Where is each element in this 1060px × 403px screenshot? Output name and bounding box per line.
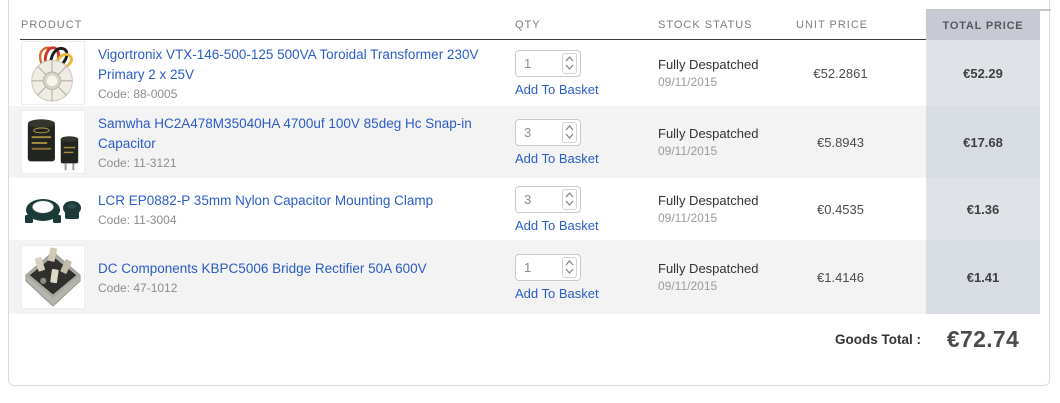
product-thumbnail[interactable] — [21, 41, 85, 105]
product-link[interactable]: Vigortronix VTX-146-500-125 500VA Toroid… — [98, 46, 479, 82]
add-to-basket-link[interactable]: Add To Basket — [515, 217, 599, 233]
product-info: Vigortronix VTX-146-500-125 500VA Toroid… — [98, 45, 515, 101]
product-thumbnail[interactable] — [21, 245, 85, 309]
spacer-cell — [885, 240, 926, 314]
chevron-up-icon[interactable] — [565, 124, 574, 131]
spacer-cell — [885, 40, 926, 106]
stock-date: 09/11/2015 — [658, 211, 718, 225]
stock-status-cell: Fully Despatched 09/11/2015 — [650, 40, 796, 106]
qty-cell: Add To Basket — [515, 40, 650, 106]
spinner-buttons[interactable] — [562, 121, 577, 143]
product-code: Code: 11-3121 — [98, 156, 177, 171]
order-items-table: PRODUCT QTY STOCK STATUS UNIT PRICE TOTA… — [9, 0, 1040, 364]
spacer-cell — [885, 106, 926, 178]
total-price: €17.68 — [926, 106, 1040, 178]
quantity-input[interactable] — [524, 55, 556, 71]
unit-price: €1.4146 — [817, 269, 864, 285]
toroidal-transformer-image — [31, 46, 73, 102]
spinner-buttons[interactable] — [562, 256, 577, 278]
quantity-input[interactable] — [524, 259, 556, 275]
goods-total-value: €72.74 — [946, 325, 1020, 352]
stock-status-cell: Fully Despatched 09/11/2015 — [650, 240, 796, 314]
column-header-spacer — [885, 0, 926, 40]
stock-status-cell: Fully Despatched 09/11/2015 — [650, 106, 796, 178]
add-to-basket-link[interactable]: Add To Basket — [515, 150, 599, 166]
total-price: €1.41 — [926, 240, 1040, 314]
product-thumbnail[interactable] — [21, 186, 85, 232]
total-price: €1.36 — [926, 178, 1040, 240]
quantity-input[interactable] — [524, 191, 556, 207]
product-thumbnail[interactable] — [21, 110, 85, 174]
stock-date: 09/11/2015 — [658, 279, 718, 293]
spacer-cell — [885, 178, 926, 240]
quantity-stepper[interactable] — [515, 49, 581, 77]
table-row: LCR EP0882-P 35mm Nylon Capacitor Mounti… — [9, 178, 1040, 240]
product-info: DC Components KBPC5006 Bridge Rectifier … — [98, 259, 515, 296]
bridge-rectifier-image — [25, 247, 81, 307]
product-cell: DC Components KBPC5006 Bridge Rectifier … — [9, 240, 515, 314]
chevron-down-icon[interactable] — [565, 200, 574, 207]
column-header-total-price: TOTAL PRICE — [926, 11, 1040, 40]
table-row: Samwha HC2A478M35040HA 4700uf 100V 85deg… — [9, 106, 1040, 178]
snap-in-capacitor-image — [27, 119, 79, 171]
add-to-basket-link[interactable]: Add To Basket — [515, 81, 599, 97]
spinner-buttons[interactable] — [562, 52, 577, 74]
qty-cell: Add To Basket — [515, 178, 650, 240]
unit-price: €5.8943 — [817, 134, 864, 150]
stock-status: Fully Despatched — [658, 57, 759, 72]
truncated-element-top-right — [926, 9, 1051, 11]
product-info: Samwha HC2A478M35040HA 4700uf 100V 85deg… — [98, 114, 515, 170]
table-header-row: PRODUCT QTY STOCK STATUS UNIT PRICE TOTA… — [9, 0, 1040, 40]
table-row: DC Components KBPC5006 Bridge Rectifier … — [9, 240, 1040, 314]
product-info: LCR EP0882-P 35mm Nylon Capacitor Mounti… — [98, 191, 515, 228]
qty-cell: Add To Basket — [515, 240, 650, 314]
product-link[interactable]: LCR EP0882-P 35mm Nylon Capacitor Mounti… — [98, 192, 434, 208]
spinner-buttons[interactable] — [562, 188, 577, 210]
chevron-up-icon[interactable] — [565, 191, 574, 198]
capacitor-clamp-image — [25, 199, 81, 223]
quantity-input[interactable] — [524, 124, 556, 140]
product-cell: Samwha HC2A478M35040HA 4700uf 100V 85deg… — [9, 106, 515, 178]
column-header-unit-price: UNIT PRICE — [796, 19, 869, 31]
add-to-basket-link[interactable]: Add To Basket — [515, 285, 599, 301]
qty-cell: Add To Basket — [515, 106, 650, 178]
product-cell: Vigortronix VTX-146-500-125 500VA Toroid… — [9, 40, 515, 106]
chevron-up-icon[interactable] — [565, 259, 574, 266]
stock-status: Fully Despatched — [658, 261, 759, 276]
unit-price: €52.2861 — [813, 65, 868, 81]
product-code: Code: 47-1012 — [98, 281, 178, 296]
stock-status: Fully Despatched — [658, 126, 759, 141]
quantity-stepper[interactable] — [515, 118, 581, 146]
product-cell: LCR EP0882-P 35mm Nylon Capacitor Mounti… — [9, 178, 515, 240]
column-header-stock-status: STOCK STATUS — [658, 19, 753, 31]
stock-date: 09/11/2015 — [658, 75, 718, 89]
goods-total-label: Goods Total : — [835, 331, 921, 347]
chevron-down-icon[interactable] — [565, 268, 574, 275]
product-code: Code: 11-3004 — [98, 213, 177, 228]
table-row: Vigortronix VTX-146-500-125 500VA Toroid… — [9, 40, 1040, 106]
product-link[interactable]: Samwha HC2A478M35040HA 4700uf 100V 85deg… — [98, 115, 472, 151]
total-price: €52.29 — [926, 40, 1040, 106]
chevron-down-icon[interactable] — [565, 64, 574, 71]
product-link[interactable]: DC Components KBPC5006 Bridge Rectifier … — [98, 260, 427, 276]
quantity-stepper[interactable] — [515, 185, 581, 213]
stock-status: Fully Despatched — [658, 193, 759, 208]
quantity-stepper[interactable] — [515, 253, 581, 281]
chevron-down-icon[interactable] — [565, 133, 574, 140]
column-header-product: PRODUCT — [21, 19, 83, 31]
column-header-qty: QTY — [515, 19, 541, 31]
stock-date: 09/11/2015 — [658, 144, 718, 158]
product-code: Code: 88-0005 — [98, 87, 178, 102]
unit-price: €0.4535 — [817, 201, 864, 217]
stock-status-cell: Fully Despatched 09/11/2015 — [650, 178, 796, 240]
chevron-up-icon[interactable] — [565, 55, 574, 62]
header-underline — [20, 39, 926, 40]
goods-total-row: Goods Total : €72.74 — [9, 314, 1040, 364]
